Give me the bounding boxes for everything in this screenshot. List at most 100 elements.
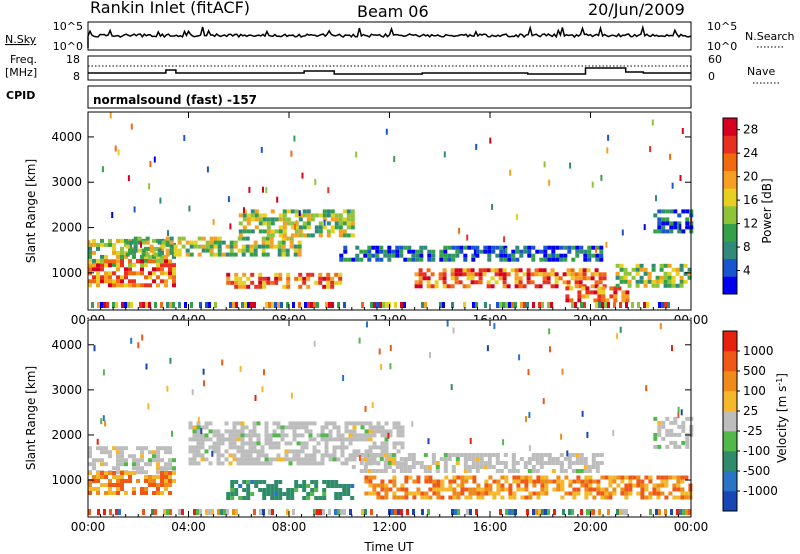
colorbar-swatch [723,170,737,189]
range-gate-cell [242,213,247,218]
range-gate-cell [478,268,483,273]
range-gate-cell [202,368,205,375]
range-gate-cell [575,249,580,254]
colorbar-tick-label: 28 [743,123,758,137]
range-gate-cell [266,276,271,281]
range-gate-cell [620,479,625,484]
range-gate-cell [399,253,404,258]
range-gate-cell [683,279,688,284]
range-gate-cell [586,268,591,273]
range-gate-cell [232,421,237,426]
range-gate-cell [172,471,176,475]
range-gate-cell [379,249,384,254]
range-gate-cell [164,271,168,276]
range-gate-cell [120,250,124,255]
range-gate-cell [244,441,249,446]
range-gate-cell [371,402,374,409]
range-gate-cell [392,421,397,426]
range-gate-cell [203,380,205,387]
range-gate-cell [266,229,271,234]
range-gate-cell [336,445,341,450]
range-gate-cell [593,298,598,303]
range-gate-cell [306,213,311,218]
range-gate-cell [236,445,241,450]
range-gate-cell [676,479,681,484]
range-gate-cell [455,453,460,457]
range-gate-cell [542,268,547,273]
range-gate-cell [426,280,431,285]
range-gate-cell [339,253,344,258]
range-gate-cell [471,257,476,262]
range-gate-cell [108,263,112,268]
range-gate-cell [332,449,337,454]
range-gate-cell [181,244,186,249]
range-gate-cell [554,284,559,289]
range-gate-cell [376,425,381,430]
range-gate-cell [228,461,233,466]
range-gate-cell [576,475,581,480]
range-gate-cell [419,257,424,262]
range-gate-cell [625,290,630,295]
range-gate-cell [514,509,517,515]
colorbar-swatch [723,206,737,224]
range-gate-cell [308,433,313,438]
range-gate-cell [476,487,481,492]
range-gate-cell [284,441,289,446]
range-gate-cell [258,217,263,222]
range-gate-cell [508,483,513,488]
range-gate-cell [88,250,92,255]
range-gate-cell [96,446,100,451]
range-gate-cell [571,469,576,473]
range-gate-cell [149,161,152,167]
range-gate-cell [326,284,331,289]
range-gate-cell [591,453,596,457]
range-gate-cell [562,280,567,285]
range-gate-cell [591,245,596,250]
range-gate-cell [452,495,457,500]
range-gate-cell [234,280,239,285]
range-gate-cell [342,229,347,234]
range-gate-cell [395,461,400,465]
range-gate-cell [471,461,476,465]
velocity-cells [88,320,694,515]
range-gate-cell [631,267,636,272]
range-gate-cell [208,509,211,515]
range-gate-cell [144,246,148,251]
range-gate-cell [318,229,323,234]
range-gate-cell [310,213,315,218]
range-gate-cell [451,465,456,469]
range-gate-cell [392,475,397,480]
range-gate-cell [108,491,112,495]
range-gate-cell [242,225,247,230]
nsky-label: N.Sky [5,33,37,46]
range-gate-cell [645,385,648,392]
range-gate-cell [657,209,662,214]
range-gate-cell [482,268,487,273]
range-gate-cell [346,484,351,488]
range-gate-cell [406,509,409,515]
range-gate-cell [262,492,267,496]
range-gate-cell [520,475,525,480]
range-gate-cell [503,245,508,250]
range-gate-cell [579,457,584,461]
range-gate-cell [605,298,610,303]
range-gate-cell [505,247,507,254]
range-gate-cell [506,284,511,289]
range-gate-cell [104,446,108,451]
range-gate-cell [286,496,291,500]
range-gate-cell [570,268,575,273]
range-gate-cell [387,457,392,461]
range-gate-cell [256,449,261,454]
range-gate-cell [334,484,339,488]
range-gate-cell [631,275,636,280]
range-gate-cell [312,453,317,458]
range-gate-cell [254,217,259,222]
range-gate-cell [387,245,392,250]
range-gate-cell [346,488,351,492]
range-gate-cell [276,425,281,430]
range-gate-cell [262,213,267,218]
range-gate-cell [384,421,389,426]
range-gate-cell [583,469,588,473]
range-gate-cell [216,453,221,458]
range-gate-cell [621,290,626,295]
